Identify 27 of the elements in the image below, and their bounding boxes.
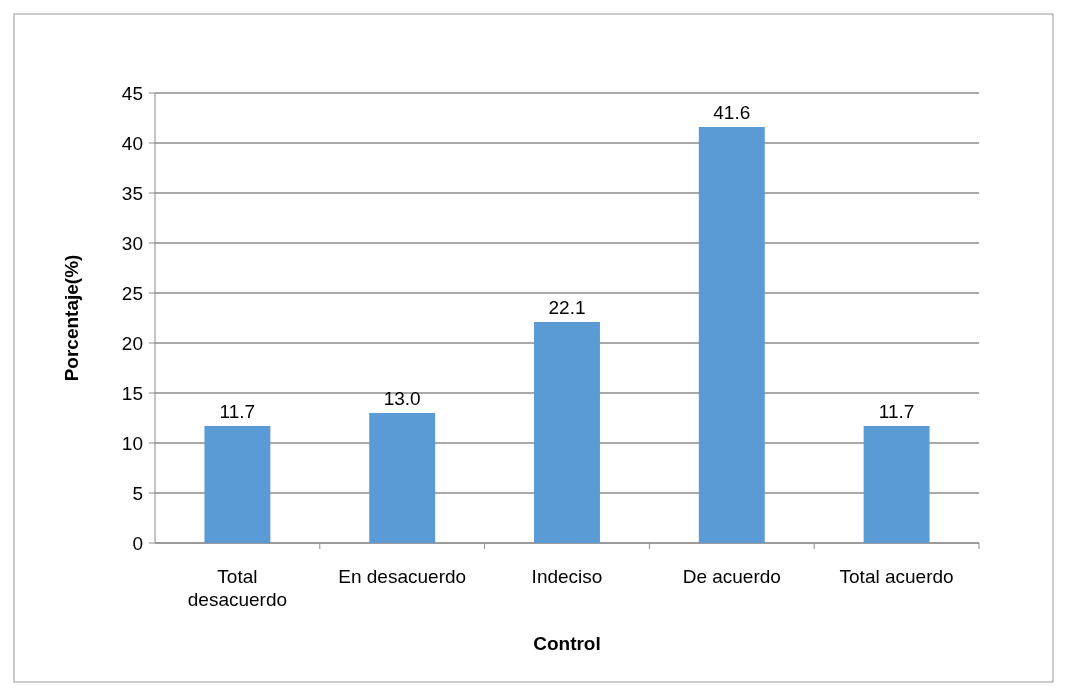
data-label: 11.7 bbox=[878, 401, 915, 422]
bar bbox=[863, 426, 930, 543]
data-label: 22.1 bbox=[548, 297, 586, 318]
y-tick-label: 20 bbox=[121, 332, 143, 354]
y-axis-title: Porcentaje(%) bbox=[61, 254, 82, 382]
y-tick-label: 40 bbox=[121, 132, 143, 154]
y-tick-label: 15 bbox=[121, 382, 143, 404]
y-tick-label: 45 bbox=[121, 82, 143, 104]
x-tick-label: De acuerdo bbox=[682, 566, 781, 587]
y-tick-label: 30 bbox=[121, 232, 143, 254]
data-label: 11.7 bbox=[219, 401, 256, 422]
bar bbox=[369, 413, 436, 543]
x-tick-label: Total desacuerdo bbox=[187, 566, 288, 610]
y-tick-label: 0 bbox=[132, 532, 143, 554]
bar bbox=[204, 426, 271, 543]
y-tick-label: 35 bbox=[121, 182, 143, 204]
x-tick-label: Total acuerdo bbox=[839, 566, 954, 587]
bar bbox=[698, 127, 765, 543]
x-tick-label: En desacuerdo bbox=[338, 566, 467, 587]
data-label: 13.0 bbox=[383, 388, 421, 409]
x-axis-title: Control bbox=[533, 633, 601, 654]
y-tick-label: 5 bbox=[132, 482, 143, 504]
data-label: 41.6 bbox=[713, 102, 751, 123]
bar bbox=[534, 322, 600, 543]
y-tick-label: 25 bbox=[121, 282, 143, 304]
x-tick-label: Indeciso bbox=[531, 566, 603, 587]
y-tick-label: 10 bbox=[121, 432, 143, 454]
